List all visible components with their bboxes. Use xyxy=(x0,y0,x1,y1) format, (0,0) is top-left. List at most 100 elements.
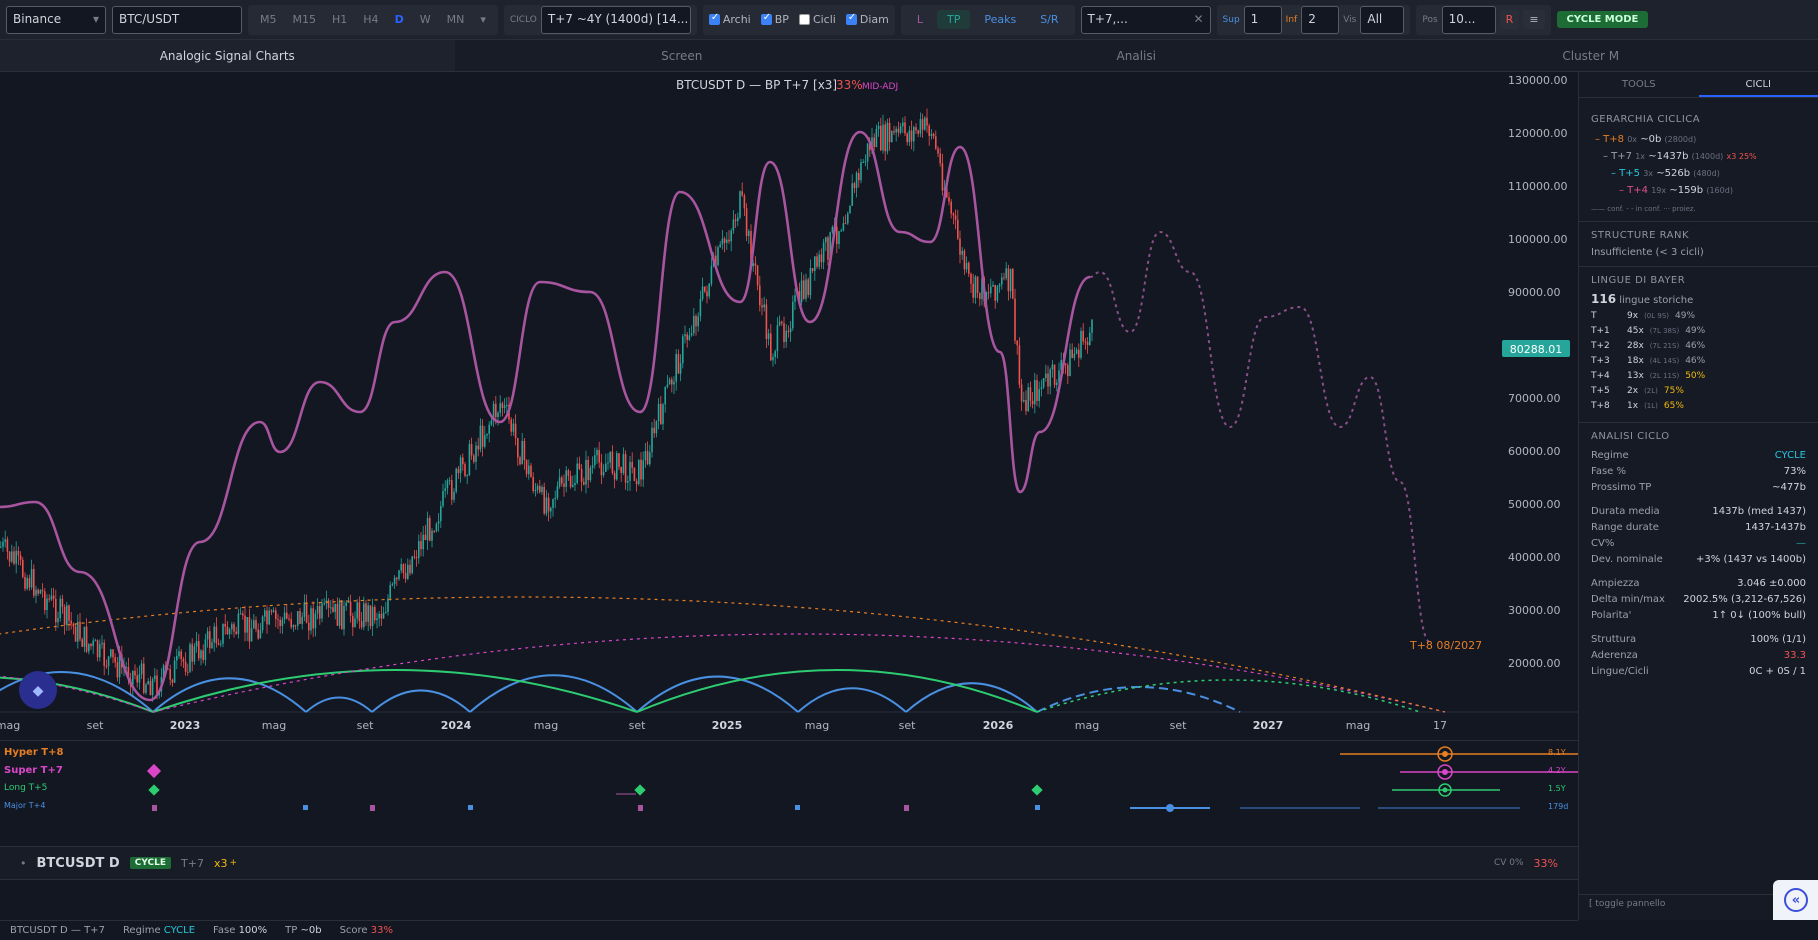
inf-input[interactable]: 2 xyxy=(1301,5,1340,34)
candle-body xyxy=(61,598,64,607)
candle-body xyxy=(37,589,39,594)
candle-body xyxy=(541,486,543,493)
candle-body xyxy=(341,600,343,630)
candle-body xyxy=(554,497,556,500)
candle-body xyxy=(470,444,473,456)
candle-body xyxy=(994,284,996,301)
candle-body xyxy=(83,626,86,647)
candle-body xyxy=(660,403,662,425)
tab-screen[interactable]: Screen xyxy=(661,49,703,63)
symbol-input[interactable]: BTC/USDT xyxy=(112,5,242,34)
candle-body xyxy=(873,137,875,148)
candle-body xyxy=(250,628,253,642)
time-tick-label: 2026 xyxy=(983,719,1014,732)
peaks-button[interactable]: Peaks xyxy=(984,13,1017,26)
l-button[interactable]: L xyxy=(916,13,923,26)
long-target-icon xyxy=(1438,783,1452,797)
pos-input[interactable]: 10... xyxy=(1441,5,1496,34)
cicli-checkbox[interactable]: Cicli xyxy=(798,13,836,26)
candle-body xyxy=(765,304,768,339)
super-target-icon xyxy=(1437,764,1453,780)
vis-select[interactable]: All xyxy=(1360,5,1405,34)
candle-body xyxy=(600,462,603,476)
candle-body xyxy=(48,598,50,600)
time-labels: mag set 2023 mag set 2024 mag set 2025 mag set 2026… xyxy=(0,719,1447,732)
candle-body xyxy=(475,445,477,462)
reset-button[interactable]: R xyxy=(1499,10,1520,29)
candle-body xyxy=(602,471,605,476)
sup-input[interactable]: 1 xyxy=(1243,5,1282,34)
candle-body xyxy=(785,330,787,343)
candle-body xyxy=(303,602,306,617)
tf-more-button[interactable]: ▾ xyxy=(480,13,486,26)
candle-body xyxy=(369,605,372,627)
tab-cicli[interactable]: CICLI xyxy=(1698,72,1818,97)
cycle-arcs xyxy=(0,596,1446,713)
tf-h1[interactable]: H1 xyxy=(332,13,348,26)
cycle-mode-button[interactable]: CYCLE MODE xyxy=(1556,11,1649,28)
menu-button[interactable]: ≡ xyxy=(1523,10,1545,29)
cycle-arc xyxy=(152,669,638,713)
tab-cluster-m[interactable]: Cluster M xyxy=(1562,49,1620,63)
hierarchy-item[interactable]: – T+8 0x ~0b (2800d) xyxy=(1595,134,1697,145)
candle-body xyxy=(1073,353,1076,358)
diam-checkbox[interactable]: Diam xyxy=(845,12,889,26)
status-name: BTCUSDT D — T+7 xyxy=(10,925,105,936)
hierarchy-item[interactable]: – T+7 1x ~1437b (1400d) x3 25% xyxy=(1603,151,1757,162)
tab-analogic-signal-charts[interactable]: Analogic Signal Charts xyxy=(0,40,455,71)
bp-checkbox[interactable]: BP xyxy=(760,12,789,26)
candle-body xyxy=(352,615,354,628)
candle-body xyxy=(499,403,501,413)
price-chart[interactable]: 130000.00 120000.00 110000.00 100000.00 9000… xyxy=(0,72,1578,740)
candle-body xyxy=(954,215,957,220)
candle-body xyxy=(332,607,334,612)
exchange-select[interactable]: Binance ▾ xyxy=(6,5,106,34)
tf-m5[interactable]: M5 xyxy=(260,13,277,26)
cicli-check-box[interactable] xyxy=(798,14,810,25)
toggle-panel-link[interactable]: [ toggle pannello xyxy=(1579,894,1818,913)
hierarchy-item[interactable]: – T+4 19x ~159b (160d) xyxy=(1619,185,1733,196)
candle-body xyxy=(310,608,312,631)
time-tick-label: mag xyxy=(0,719,20,732)
bp-check-box[interactable] xyxy=(760,12,772,25)
candle-body xyxy=(552,499,554,508)
candle-body xyxy=(792,301,794,329)
chart-title: BTCUSDT D — BP T+7 [x3] xyxy=(676,78,837,92)
candle-body xyxy=(39,590,42,594)
collapse-button[interactable]: « xyxy=(1773,880,1818,920)
expand-toggle[interactable]: • xyxy=(20,856,27,870)
ciclo-select[interactable]: T+7 ~4Y (1400d) [14... xyxy=(540,5,691,34)
tab-analisi[interactable]: Analisi xyxy=(1116,49,1156,63)
candle-body xyxy=(413,556,416,558)
tp-button[interactable]: TP xyxy=(936,10,971,29)
candle-body xyxy=(519,457,521,465)
candle-body xyxy=(567,470,570,477)
tf-d[interactable]: D xyxy=(394,13,404,26)
tab-tools[interactable]: TOOLS xyxy=(1621,79,1656,90)
candle-body xyxy=(591,465,594,468)
cycle-filter-select[interactable]: T+7,... ✕ xyxy=(1080,5,1211,34)
candle-body xyxy=(393,577,396,584)
archi-check-box[interactable] xyxy=(708,12,720,25)
sr-button[interactable]: S/R xyxy=(1040,13,1059,26)
analisi-row: Range durate 1437-1437b xyxy=(1591,522,1806,533)
candle-body xyxy=(640,459,642,480)
diam-check-box[interactable] xyxy=(845,12,857,25)
bayer-row: T+8 1x (1L) 65% xyxy=(1591,401,1684,411)
tf-m15[interactable]: M15 xyxy=(292,13,317,26)
hierarchy-item[interactable]: – T+5 3x ~526b (480d) xyxy=(1611,168,1720,179)
tf-w[interactable]: W xyxy=(419,13,431,26)
hyper-label: Hyper T+8 xyxy=(4,747,64,758)
tf-h4[interactable]: H4 xyxy=(363,13,379,26)
tf-mn[interactable]: MN xyxy=(446,13,465,26)
candle-body xyxy=(970,273,972,284)
candle-body xyxy=(343,606,345,630)
candle-body xyxy=(778,321,781,326)
candle-body xyxy=(893,130,895,133)
candle-body xyxy=(220,643,222,645)
archi-checkbox[interactable]: Archi xyxy=(708,12,751,26)
bp-cycle-projection xyxy=(1089,230,1431,643)
candle-body xyxy=(875,129,878,148)
close-icon[interactable]: ✕ xyxy=(1193,11,1204,26)
candle-body xyxy=(0,546,2,548)
